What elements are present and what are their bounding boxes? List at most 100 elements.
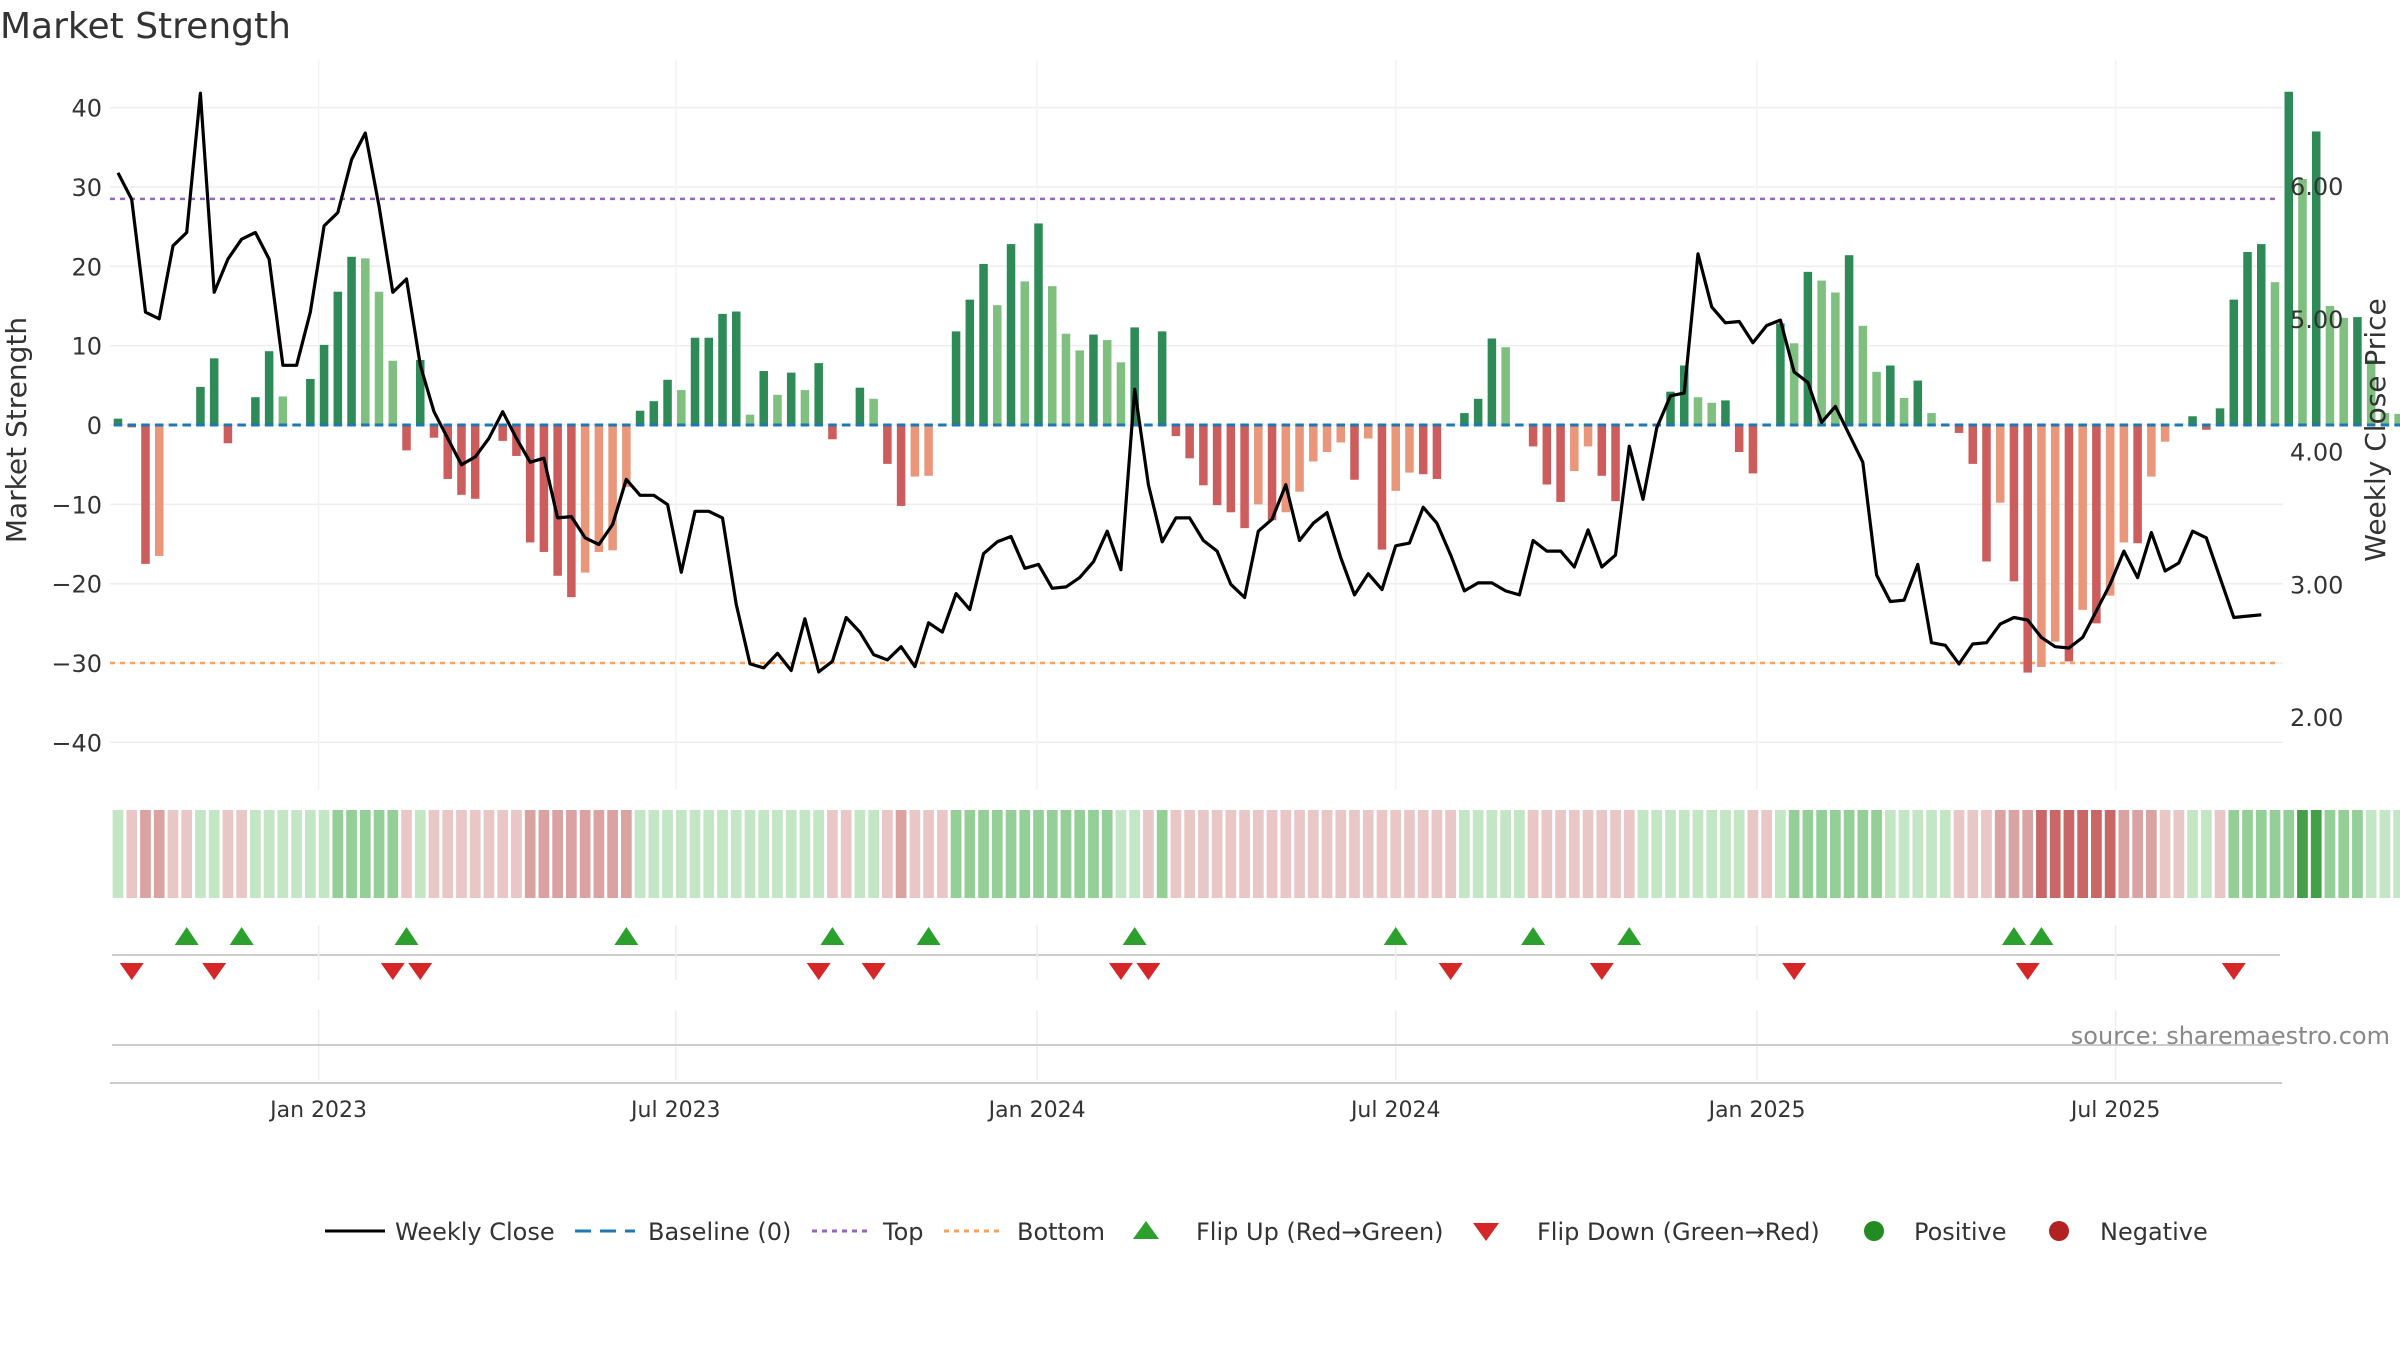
strength-bar bbox=[773, 394, 782, 425]
strength-bar bbox=[883, 425, 892, 464]
flip-down-marker bbox=[1438, 963, 1463, 980]
y-tick-label: 20 bbox=[71, 253, 102, 281]
strength-bar bbox=[1020, 281, 1030, 425]
heat-cell bbox=[978, 810, 989, 898]
heat-cell bbox=[1376, 810, 1388, 898]
heat-cell bbox=[1610, 810, 1621, 898]
heat-cell bbox=[1898, 810, 1910, 898]
strength-bar bbox=[1831, 292, 1840, 425]
strength-bar bbox=[264, 351, 274, 425]
strength-bar bbox=[1309, 425, 1318, 462]
heat-cell bbox=[497, 810, 509, 898]
heat-cell bbox=[291, 810, 302, 898]
heat-cell bbox=[2063, 810, 2075, 898]
heat-cell bbox=[964, 810, 976, 898]
strength-bar bbox=[1707, 402, 1716, 425]
strength-bar bbox=[1226, 425, 1236, 513]
heat-cell bbox=[332, 810, 344, 898]
heat-cell bbox=[566, 810, 577, 898]
strength-bar bbox=[2092, 425, 2101, 624]
strength-bar bbox=[2105, 425, 2115, 596]
heat-cell bbox=[1527, 810, 1539, 898]
strength-bar bbox=[1047, 286, 1057, 425]
strength-bar bbox=[525, 425, 535, 543]
heat-cell bbox=[1074, 810, 1086, 898]
y2-tick-label: 2.00 bbox=[2290, 704, 2343, 732]
y2-axis-ticks: 6.00 5.00 4.00 3.00 2.00 bbox=[2290, 173, 2343, 732]
heat-cell bbox=[854, 810, 866, 898]
heat-cell bbox=[1198, 810, 1209, 898]
heat-cell bbox=[593, 810, 605, 898]
legend-positive-label: Positive bbox=[1914, 1218, 2007, 1246]
heat-cell bbox=[552, 810, 564, 898]
heat-cell bbox=[1431, 810, 1443, 898]
strength-bar bbox=[388, 360, 398, 425]
heat-cell bbox=[799, 810, 811, 898]
strength-bar bbox=[855, 387, 865, 425]
strength-bar bbox=[1240, 425, 1249, 529]
heat-cell bbox=[1816, 810, 1827, 898]
strength-bar bbox=[1295, 425, 1304, 492]
heat-cell bbox=[1486, 810, 1498, 898]
heat-cell bbox=[2008, 810, 2020, 898]
heat-cell bbox=[1445, 810, 1457, 898]
heat-cell bbox=[1184, 810, 1195, 898]
heat-cell bbox=[1088, 810, 1099, 898]
heat-cell bbox=[2187, 810, 2198, 898]
heat-cell bbox=[882, 810, 893, 898]
strength-bar bbox=[622, 425, 631, 487]
strength-bar bbox=[1734, 425, 1744, 452]
strength-bar bbox=[1693, 397, 1703, 425]
flip-down-marker bbox=[861, 963, 886, 980]
legend-positive: Positive bbox=[1864, 1218, 2007, 1246]
y-tick-label: −20 bbox=[51, 571, 102, 599]
x-tick-label: Jul 2024 bbox=[1349, 1098, 1441, 1123]
strength-bar bbox=[1281, 425, 1291, 513]
heat-cell bbox=[1871, 810, 1882, 898]
strength-bar bbox=[2037, 425, 2046, 668]
heat-cell bbox=[730, 810, 742, 898]
legend-negative-label: Negative bbox=[2100, 1218, 2208, 1246]
heat-cell bbox=[1706, 810, 1718, 898]
strength-bar bbox=[1927, 413, 1936, 425]
heat-cell bbox=[1967, 810, 1979, 898]
heat-cell bbox=[840, 810, 852, 898]
heat-cell bbox=[1843, 810, 1855, 898]
strength-bar bbox=[1350, 425, 1359, 480]
strength-bar bbox=[1061, 333, 1071, 425]
heat-cell bbox=[1280, 810, 1292, 898]
y-tick-label: −10 bbox=[51, 491, 102, 519]
heat-cell bbox=[1266, 810, 1278, 898]
heat-cell bbox=[2049, 810, 2061, 898]
heat-cell bbox=[607, 810, 618, 898]
flip-down-marker bbox=[2221, 963, 2246, 980]
strength-bar bbox=[1528, 425, 1538, 447]
heat-cell bbox=[511, 810, 522, 898]
flip-up-marker bbox=[1521, 927, 1546, 945]
heat-cell bbox=[2091, 810, 2102, 898]
legend-flip-down-label: Flip Down (Green→Red) bbox=[1537, 1218, 1820, 1246]
legend-bottom-label: Bottom bbox=[1017, 1218, 1105, 1246]
heat-cell bbox=[1335, 810, 1347, 898]
strength-bar bbox=[1171, 425, 1181, 437]
strength-bar bbox=[951, 331, 961, 425]
legend-weekly-close: Weekly Close bbox=[325, 1218, 555, 1246]
heat-cell bbox=[2242, 810, 2253, 898]
strength-bar bbox=[2353, 317, 2362, 425]
strength-bar bbox=[415, 359, 425, 425]
heat-cell bbox=[648, 810, 660, 898]
strength-bar bbox=[347, 256, 356, 425]
heat-cell bbox=[167, 810, 179, 898]
heat-cell bbox=[1623, 810, 1635, 898]
heat-cell bbox=[1170, 810, 1182, 898]
heat-cell bbox=[1665, 810, 1676, 898]
y-tick-label: −40 bbox=[51, 729, 102, 757]
strength-bar bbox=[677, 390, 686, 425]
y-tick-label: 10 bbox=[71, 333, 102, 361]
strength-bar bbox=[1336, 425, 1346, 443]
heat-cell bbox=[1829, 810, 1841, 898]
strength-bar bbox=[2298, 179, 2307, 425]
heat-cell bbox=[346, 810, 357, 898]
heat-cell bbox=[991, 810, 1003, 898]
flip-down-marker bbox=[380, 963, 405, 980]
